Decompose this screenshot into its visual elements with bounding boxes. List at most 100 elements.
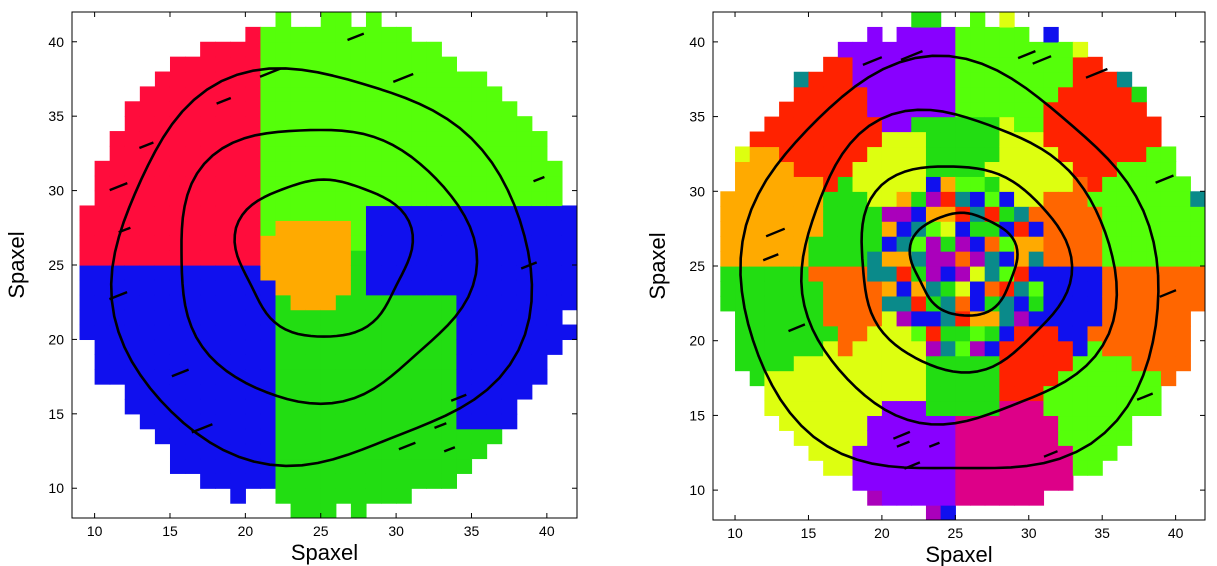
- spaxel: [823, 430, 839, 446]
- x-tick-label: 40: [539, 523, 555, 539]
- spaxel: [139, 116, 156, 132]
- spaxel: [501, 145, 518, 162]
- spaxel: [139, 265, 156, 281]
- spaxel: [867, 176, 883, 192]
- spaxel: [881, 131, 898, 148]
- spaxel: [896, 280, 912, 297]
- spaxel: [984, 415, 1000, 431]
- spaxel: [185, 101, 201, 117]
- spaxel: [109, 265, 126, 281]
- spaxel: [471, 131, 488, 147]
- spaxel: [200, 428, 216, 445]
- spaxel: [486, 309, 503, 326]
- spaxel: [1160, 325, 1177, 342]
- spaxel: [154, 86, 171, 102]
- spaxel: [779, 310, 795, 327]
- spaxel: [1087, 236, 1103, 252]
- spaxel: [1131, 146, 1147, 163]
- spaxel: [764, 325, 780, 342]
- spaxel: [999, 56, 1015, 73]
- spaxel: [169, 428, 186, 445]
- spaxel: [1072, 295, 1089, 312]
- spaxel: [1028, 310, 1045, 327]
- spaxel: [260, 413, 277, 430]
- spaxel: [320, 265, 337, 281]
- spaxel: [200, 369, 216, 385]
- spaxel: [185, 354, 201, 370]
- spaxel: [1043, 161, 1059, 177]
- contour-fragment: [1085, 67, 1108, 79]
- spaxel: [837, 71, 854, 88]
- spaxel: [1087, 266, 1103, 282]
- spaxel: [896, 355, 912, 372]
- spaxel: [200, 220, 216, 236]
- spaxel: [230, 309, 246, 326]
- spaxel: [561, 205, 577, 221]
- spaxel: [1028, 266, 1045, 282]
- y-tick-label: 20: [689, 333, 705, 349]
- spaxel: [881, 400, 898, 417]
- spaxel: [365, 71, 382, 88]
- spaxel: [1058, 101, 1074, 118]
- spaxel: [471, 443, 488, 460]
- spaxel: [1028, 430, 1045, 446]
- spaxel: [230, 41, 246, 58]
- spaxel: [911, 12, 927, 28]
- spaxel: [516, 279, 533, 296]
- spaxel: [1014, 340, 1030, 357]
- spaxel: [441, 294, 457, 311]
- spaxel: [837, 415, 854, 431]
- spaxel: [441, 279, 457, 296]
- spaxel: [486, 398, 503, 415]
- spaxel: [1175, 176, 1191, 192]
- spaxel: [867, 236, 883, 252]
- spaxel: [531, 265, 548, 281]
- spaxel: [1028, 176, 1045, 192]
- spaxel: [305, 220, 322, 236]
- spaxel: [169, 413, 186, 430]
- spaxel: [1028, 191, 1045, 207]
- spaxel: [1028, 355, 1045, 372]
- spaxel: [139, 279, 156, 296]
- spaxel: [881, 415, 898, 431]
- spaxel: [305, 205, 322, 221]
- spaxel: [154, 324, 171, 341]
- spaxel: [381, 235, 397, 251]
- spaxel: [955, 41, 971, 58]
- spaxel: [940, 280, 956, 297]
- spaxel: [335, 428, 352, 445]
- spaxel: [215, 458, 231, 474]
- spaxel: [779, 221, 795, 237]
- spaxel: [139, 354, 156, 370]
- spaxel: [881, 355, 898, 372]
- spaxel: [720, 221, 736, 237]
- spaxel: [955, 26, 971, 43]
- spaxel: [984, 56, 1000, 73]
- spaxel: [441, 116, 457, 132]
- spaxel: [837, 400, 854, 417]
- spaxel: [245, 398, 262, 415]
- spaxel: [1058, 340, 1074, 357]
- spaxel: [154, 160, 171, 177]
- spaxel: [1087, 101, 1103, 118]
- spaxel: [381, 488, 397, 504]
- spaxel: [411, 398, 427, 415]
- spaxel: [1014, 445, 1030, 461]
- spaxel: [867, 415, 883, 431]
- spaxel: [396, 443, 412, 460]
- spaxel: [911, 310, 927, 327]
- spaxel: [426, 398, 442, 415]
- spaxel: [139, 398, 156, 415]
- spaxel: [260, 265, 277, 281]
- spaxel: [381, 250, 397, 266]
- spaxel: [793, 146, 810, 163]
- spaxel: [230, 294, 246, 311]
- spaxel: [516, 116, 533, 132]
- spaxel: [275, 354, 292, 370]
- contour-fragment: [216, 96, 232, 105]
- spaxel: [955, 310, 971, 327]
- spaxel: [320, 175, 337, 192]
- spaxel: [516, 145, 533, 162]
- spaxel: [185, 160, 201, 177]
- spaxel: [896, 251, 912, 267]
